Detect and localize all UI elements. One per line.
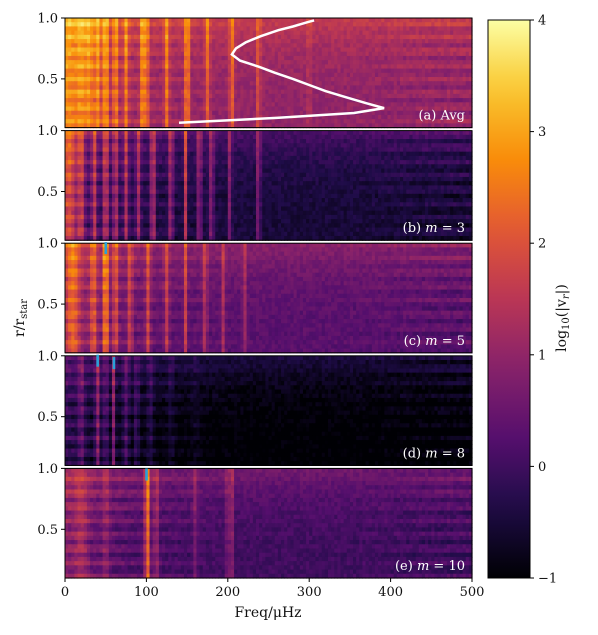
x-tick-label: 300 [297, 585, 322, 600]
y-tick-label: 0.5 [37, 523, 58, 538]
y-tick-label: 1.0 [37, 12, 58, 27]
x-axis-label: Freq/μHz [234, 605, 301, 621]
avg-profile-line [178, 19, 385, 124]
colorbar-label-sub: 10 [561, 317, 572, 330]
colorbar-label-expr: (|v [554, 299, 570, 317]
heatmap-panels: 0.5 1.0 (a) Avg 0.5 1.0 (b) m = 3 0.5 1.0 (c) m … [37, 12, 484, 601]
colorbar-tick-label: 4 [538, 14, 546, 29]
colorbar-tick-label: −1 [538, 572, 557, 587]
x-tick-label: 200 [215, 585, 240, 600]
heatmap-cells [65, 355, 473, 466]
panel-1: 0.5 1.0 (a) Avg [37, 12, 473, 129]
y-tick-label: 0.5 [37, 72, 58, 87]
heatmap-cells [65, 18, 473, 129]
y-tick-label: 0.5 [37, 185, 58, 200]
x-tick-label: 500 [460, 585, 485, 600]
panel-4: 0.5 1.0 (d) m = 8 [37, 349, 473, 466]
y-axis-label-main: r/r [12, 319, 28, 337]
colorbar-tick-label: 1 [538, 348, 546, 363]
mode-marker [145, 468, 148, 481]
panel-2: 0.5 1.0 (b) m = 3 [37, 124, 473, 241]
mode-marker [112, 357, 116, 370]
colorbar-label-end: |) [554, 284, 570, 294]
x-tick-label: 100 [134, 585, 159, 600]
panel-frame [64, 130, 473, 241]
y-tick-label: 1.0 [37, 462, 58, 477]
panel-frame [64, 242, 473, 354]
colorbar-tick-label: 0 [538, 460, 546, 475]
panel-label: (c) m = 5 [404, 334, 465, 349]
colorbar-tick-label: 2 [538, 237, 546, 252]
colorbar-label-log: log [554, 330, 570, 352]
mode-marker [104, 242, 108, 255]
x-tick-label: 0 [61, 585, 69, 600]
colorbar-gradient [487, 19, 531, 579]
panel-3: 0.5 1.0 (c) m = 5 [37, 237, 473, 354]
y-axis-label: r/rstar [12, 299, 30, 337]
colorbar-tick-label: 3 [538, 125, 546, 140]
panel-label: (b) m = 3 [403, 221, 465, 236]
panel-frame [64, 355, 473, 466]
heatmap-cells [65, 243, 473, 354]
panel-5: 0.5 1.0 (e) m = 10 [37, 462, 473, 579]
heatmap-cells [65, 468, 473, 579]
colorbar-label-expr-sub: r [561, 293, 572, 299]
mode-marker [96, 354, 99, 367]
colorbar-label: log10(|vr|) [554, 284, 572, 352]
panel-frame [64, 17, 473, 129]
panel-label: (a) Avg [418, 109, 465, 124]
heatmap-cells [65, 130, 473, 241]
y-tick-label: 1.0 [37, 237, 58, 252]
panel-label: (e) m = 10 [395, 559, 465, 574]
x-tick-label: 400 [378, 585, 403, 600]
y-tick-label: 0.5 [37, 410, 58, 425]
y-tick-label: 0.5 [37, 298, 58, 313]
panel-frame [64, 467, 473, 579]
y-axis-label-sub: star [19, 299, 30, 319]
colorbar: −1 0 1 2 3 4 [487, 14, 557, 587]
y-tick-label: 1.0 [37, 124, 58, 139]
y-tick-label: 1.0 [37, 349, 58, 364]
panel-label: (d) m = 8 [403, 446, 465, 461]
x-axis: 0 100 200 300 400 500 [61, 578, 485, 600]
